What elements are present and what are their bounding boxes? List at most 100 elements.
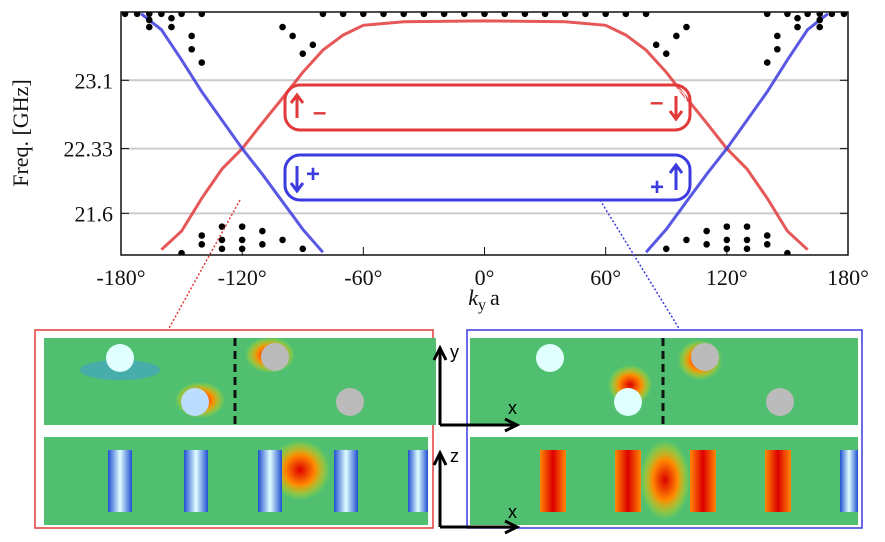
sim-point: [652, 41, 660, 49]
field-map: [44, 338, 436, 425]
sim-point: [121, 12, 129, 18]
sim-point: [840, 12, 848, 18]
x-label-a: a: [490, 285, 500, 310]
sim-point: [198, 12, 206, 18]
sim-point: [774, 32, 781, 40]
axis-letter: y: [450, 342, 459, 362]
sim-point: [218, 236, 226, 244]
sim-point: [188, 32, 195, 40]
rod: [106, 344, 134, 372]
rod: [536, 344, 564, 372]
plot-frame: [120, 11, 849, 256]
connector: [167, 199, 241, 331]
sim-point: [673, 32, 680, 40]
sim-point: [339, 12, 347, 18]
sim-point: [828, 12, 836, 18]
x-tick-label: 0°: [475, 265, 495, 290]
rod: [614, 388, 642, 416]
rod: [336, 388, 364, 416]
y-axis-label: Freq. [GHz]: [8, 79, 33, 187]
sim-point: [816, 16, 824, 24]
plot-area: [120, 12, 849, 255]
sim-point: [279, 23, 286, 31]
x-tick-label: 180°: [827, 265, 869, 290]
sim-point: [400, 12, 408, 18]
mode-box-inner: [288, 88, 687, 127]
x-tick-label: -180°: [96, 265, 145, 290]
sim-point: [622, 12, 630, 18]
x-label-k: k: [468, 285, 479, 310]
field-blob: [270, 440, 330, 500]
sim-point: [198, 232, 206, 239]
sim-point: [703, 241, 710, 248]
field-map: [44, 437, 428, 525]
sim-point: [703, 227, 710, 235]
sim-point: [259, 227, 266, 235]
inset-right: [466, 329, 863, 529]
sim-point: [259, 241, 266, 248]
sim-point: [816, 23, 824, 31]
sim-point: [309, 41, 317, 49]
sim-point: [133, 12, 141, 18]
sim-point: [662, 50, 670, 57]
annotation: +: [650, 174, 664, 201]
sim-point: [440, 12, 448, 18]
arrow-down: [668, 96, 684, 122]
axes-arrows: [432, 449, 521, 535]
sim-point: [763, 59, 771, 66]
sim-point: [763, 12, 771, 18]
axis-letter: x: [508, 398, 517, 418]
inset-left: [34, 329, 436, 529]
sim-point: [168, 14, 175, 22]
inset-frame: [34, 329, 434, 529]
rod: [691, 343, 719, 371]
sim-point: [178, 12, 185, 18]
arrow-up: [668, 162, 684, 190]
sim-point: [198, 241, 206, 248]
rod: [765, 450, 791, 512]
band-curve: [140, 12, 829, 254]
sim-point: [743, 245, 751, 253]
sim-point: [763, 241, 771, 248]
sim-point: [238, 236, 246, 244]
x-label-sub: y: [478, 297, 486, 314]
rod: [261, 343, 289, 371]
rod: [108, 450, 132, 512]
annotation: –: [650, 89, 663, 116]
mode-box-blue: [283, 153, 692, 202]
arrow-up: [289, 92, 305, 118]
sim-point: [218, 245, 226, 253]
arrow-down: [289, 166, 305, 194]
axes-arrows: [432, 344, 521, 433]
sim-point: [784, 12, 791, 18]
sim-point: [158, 12, 165, 18]
sim-point: [683, 23, 690, 31]
rod: [258, 450, 282, 512]
annotation: –: [313, 99, 326, 126]
rod: [840, 450, 858, 512]
sim-point: [188, 45, 195, 53]
y-tick-label: 23.1: [75, 68, 114, 93]
sim-point: [145, 12, 153, 18]
sim-point: [723, 236, 731, 244]
sim-point: [319, 12, 327, 18]
sim-point: [360, 12, 367, 18]
sim-point: [168, 23, 175, 31]
rod: [615, 450, 641, 512]
field-blob: [640, 440, 690, 520]
sim-point: [642, 12, 650, 18]
sim-point: [299, 50, 307, 57]
sim-point: [178, 249, 185, 255]
y-tick-label: 22.33: [64, 137, 114, 162]
mode-box-red: [283, 83, 692, 132]
rod: [334, 450, 358, 512]
sim-point: [145, 23, 153, 31]
x-tick-label: -120°: [218, 265, 267, 290]
sim-point: [816, 12, 824, 18]
sim-point: [145, 16, 153, 24]
sim-point: [743, 223, 751, 230]
sim-point: [279, 236, 286, 244]
sim-point: [299, 245, 307, 253]
